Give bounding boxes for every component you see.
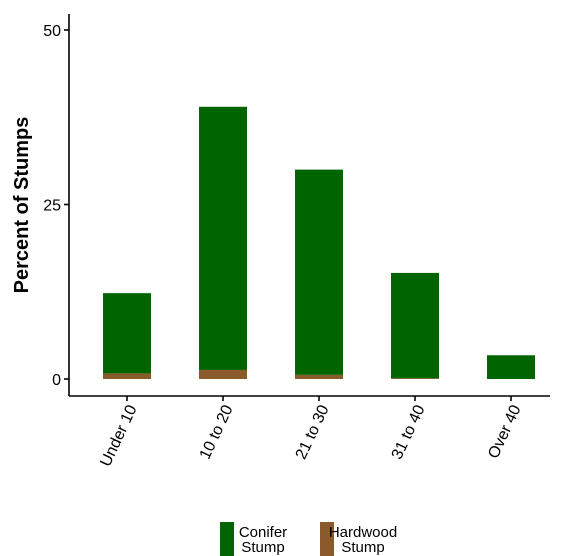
y-tick-label: 25 [43, 198, 61, 215]
legend-label-conifer-stump: Stump [241, 539, 284, 556]
legend-label-hardwood-stump: Stump [341, 539, 384, 556]
bar-10-to-20-hardwood-stump [199, 369, 247, 379]
y-axis-title: Percent of Stumps [11, 117, 33, 294]
bar-21-to-30-hardwood-stump [295, 374, 343, 379]
bar-10-to-20-conifer-stump [199, 106, 247, 370]
x-tick-label: Under 10 [97, 402, 140, 469]
legend-key-hardwood-stump [320, 522, 334, 556]
legend-label-conifer-stump: Conifer [239, 524, 287, 541]
x-tick-label: 31 to 40 [389, 402, 429, 462]
legend-label-hardwood-stump: Hardwood [329, 524, 397, 541]
y-ticks-group: 0 25 50 [43, 23, 69, 389]
bar-31-to-40-conifer-stump [391, 272, 439, 379]
x-tick-label: 21 to 30 [293, 402, 333, 462]
y-tick-label: 0 [52, 372, 61, 389]
bar-under-10-hardwood-stump [103, 373, 151, 379]
legend-key-conifer-stump [220, 522, 234, 556]
x-tick-label: Over 40 [485, 402, 525, 461]
x-tick-label: 10 to 20 [197, 402, 237, 462]
bars-group [103, 106, 535, 379]
bar-21-to-30-conifer-stump [295, 169, 343, 375]
bar-31-to-40-hardwood-stump [391, 378, 439, 379]
x-ticks-group: Under 10 10 to 20 21 to 30 31 to 40 Over 40 [97, 396, 525, 469]
bar-over-40-conifer-stump [487, 355, 535, 379]
y-tick-label: 50 [43, 23, 61, 40]
bar-under-10-conifer-stump [103, 293, 151, 374]
